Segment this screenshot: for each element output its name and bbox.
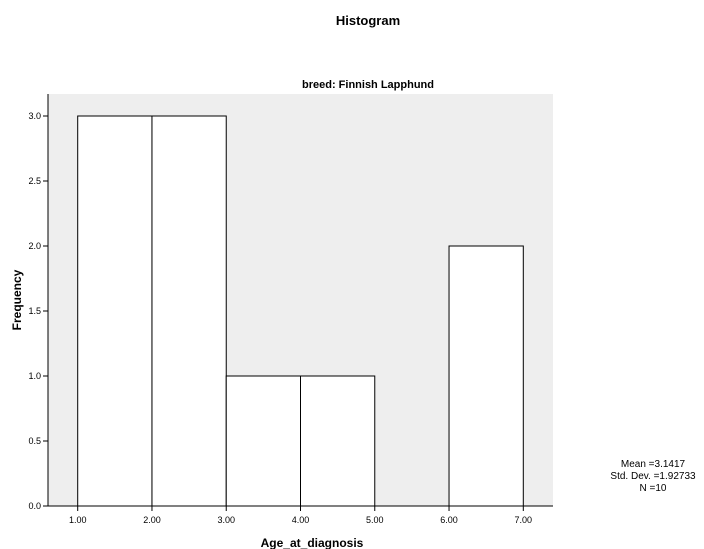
y-tick-label: 2.0	[28, 241, 41, 251]
histogram-bar-6	[448, 245, 524, 507]
x-tick-label: 6.00	[440, 515, 458, 525]
stat-mean: Mean =3.1417	[621, 459, 686, 470]
x-axis-ticks: 1.00 2.00 3.00 4.00 5.00 6.00 7.00	[69, 506, 532, 525]
y-tick-label: 0.0	[28, 501, 41, 511]
y-tick-label: 2.5	[28, 176, 41, 186]
y-tick-label: 1.5	[28, 306, 41, 316]
histogram-bar-4	[300, 375, 376, 507]
x-tick-label: 5.00	[366, 515, 384, 525]
histogram-bar-3	[225, 375, 301, 507]
histogram-bars	[77, 115, 524, 507]
y-tick-label: 1.0	[28, 371, 41, 381]
stats-box: Mean =3.1417 Std. Dev. =1.92733 N =10	[610, 459, 696, 494]
x-tick-label: 4.00	[292, 515, 310, 525]
y-axis-label: Frequency	[10, 269, 24, 330]
y-axis-ticks: 0.0 0.5 1.0 1.5 2.0 2.5 3.0	[28, 111, 48, 511]
histogram-bar-1	[77, 115, 153, 507]
x-tick-label: 2.00	[143, 515, 161, 525]
stat-std-dev: Std. Dev. =1.92733	[610, 471, 696, 482]
x-tick-label: 1.00	[69, 515, 87, 525]
chart-subtitle: breed: Finnish Lapphund	[302, 79, 434, 91]
x-axis-label: Age_at_diagnosis	[261, 536, 364, 549]
stat-n: N =10	[640, 483, 667, 494]
chart-title: Histogram	[336, 13, 400, 28]
y-tick-label: 0.5	[28, 436, 41, 446]
x-tick-label: 7.00	[515, 515, 533, 525]
histogram-bar-2	[151, 115, 227, 507]
y-tick-label: 3.0	[28, 111, 41, 121]
x-tick-label: 3.00	[217, 515, 235, 525]
